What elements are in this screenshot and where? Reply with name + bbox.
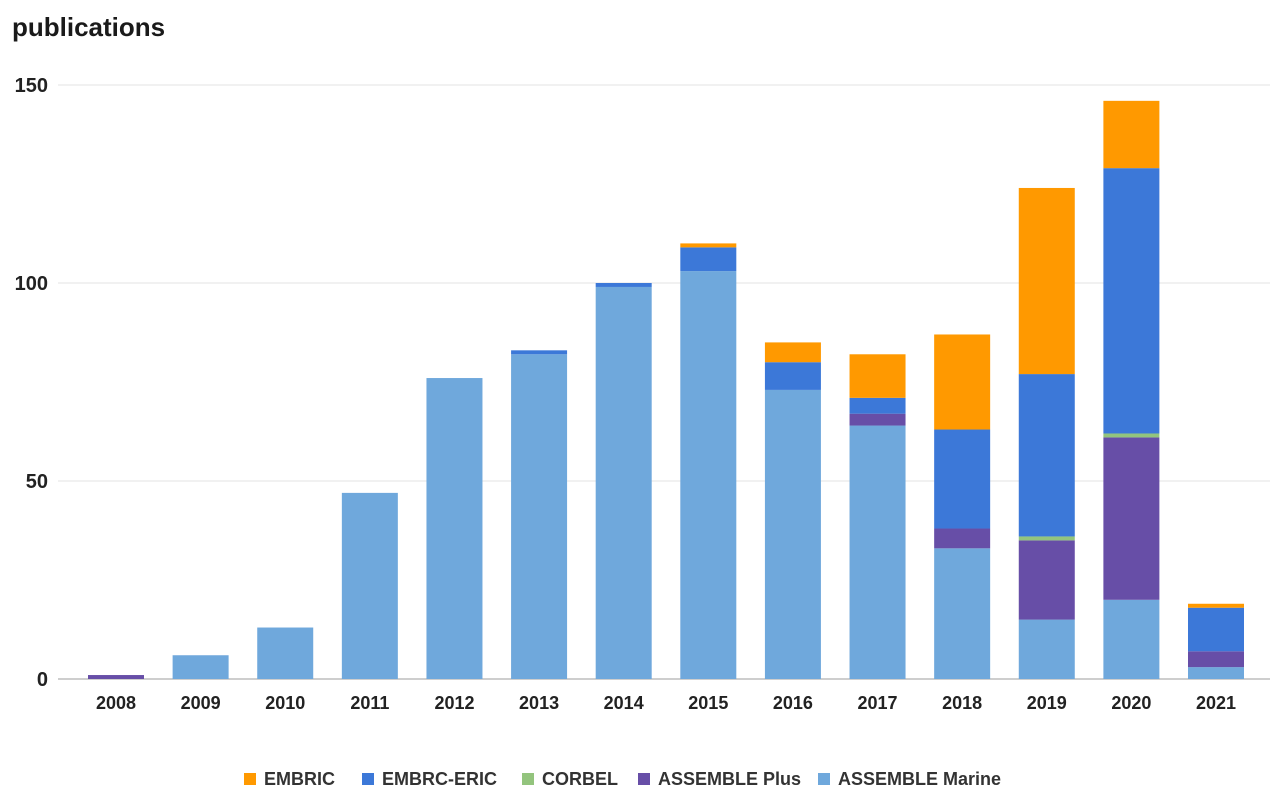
bar-segment — [850, 398, 906, 414]
legend-label: EMBRC-ERIC — [382, 769, 497, 789]
x-tick-label: 2013 — [519, 693, 559, 713]
legend-swatch — [818, 773, 830, 785]
legend-swatch — [244, 773, 256, 785]
bar-segment — [511, 350, 567, 354]
bar-segment — [1103, 168, 1159, 433]
y-axis-ticks: 0 50 100 150 — [15, 75, 48, 691]
bar-segment — [1103, 433, 1159, 437]
bar-segment — [1103, 600, 1159, 679]
bar-segment — [1019, 374, 1075, 536]
bar-segment — [765, 362, 821, 390]
bar-segment — [934, 430, 990, 529]
bar-segment — [850, 354, 906, 398]
legend-label: ASSEMBLE Plus — [658, 769, 801, 789]
legend-label: CORBEL — [542, 769, 618, 789]
bar-segment — [850, 426, 906, 679]
bar-segment — [511, 354, 567, 679]
x-tick-label: 2017 — [858, 693, 898, 713]
chart-title: publications — [12, 12, 165, 42]
bar-segment — [680, 247, 736, 271]
y-tick-label: 50 — [26, 471, 48, 493]
x-tick-label: 2018 — [942, 693, 982, 713]
legend-swatch — [522, 773, 534, 785]
y-tick-label: 150 — [15, 75, 48, 97]
x-tick-label: 2010 — [265, 693, 305, 713]
x-tick-label: 2020 — [1111, 693, 1151, 713]
gridlines — [58, 85, 1270, 679]
y-tick-label: 100 — [15, 273, 48, 295]
x-tick-label: 2009 — [181, 693, 221, 713]
bar-segment — [596, 287, 652, 679]
legend: EMBRIC EMBRC-ERIC CORBEL ASSEMBLE Plus ASSEM… — [244, 769, 1001, 789]
bar-segment — [596, 283, 652, 287]
bar-segment — [765, 342, 821, 362]
bar-segment — [680, 271, 736, 679]
bar-segment — [1188, 667, 1244, 679]
legend-label: ASSEMBLE Marine — [838, 769, 1001, 789]
bar-segment — [765, 390, 821, 679]
legend-label: EMBRIC — [264, 769, 335, 789]
x-tick-label: 2014 — [604, 693, 644, 713]
bar-segment — [934, 334, 990, 429]
bar-segment — [342, 493, 398, 679]
x-tick-label: 2021 — [1196, 693, 1236, 713]
bar-segment — [680, 243, 736, 247]
legend-swatch — [362, 773, 374, 785]
x-tick-label: 2011 — [350, 693, 389, 713]
x-tick-label: 2019 — [1027, 693, 1067, 713]
bar-segment — [934, 548, 990, 679]
x-axis-ticks: 2008 2009 2010 2011 2012 2013 2014 2015 2016 2017… — [96, 693, 1236, 713]
bar-segment — [1103, 437, 1159, 599]
x-tick-label: 2008 — [96, 693, 136, 713]
legend-swatch — [638, 773, 650, 785]
bars — [88, 101, 1244, 679]
bar-segment — [1188, 604, 1244, 608]
bar-segment — [1019, 188, 1075, 374]
x-tick-label: 2012 — [434, 693, 474, 713]
bar-segment — [257, 628, 313, 679]
bar-segment — [934, 529, 990, 549]
bar-segment — [850, 414, 906, 426]
bar-segment — [1019, 536, 1075, 540]
y-tick-label: 0 — [37, 669, 48, 691]
bar-segment — [173, 655, 229, 679]
x-tick-label: 2015 — [688, 693, 728, 713]
bar-segment — [426, 378, 482, 679]
bar-segment — [1019, 540, 1075, 619]
bar-segment — [1188, 608, 1244, 652]
x-tick-label: 2016 — [773, 693, 813, 713]
bar-segment — [1019, 620, 1075, 679]
bar-segment — [1188, 651, 1244, 667]
bar-segment — [1103, 101, 1159, 168]
bar-segment — [88, 675, 144, 679]
